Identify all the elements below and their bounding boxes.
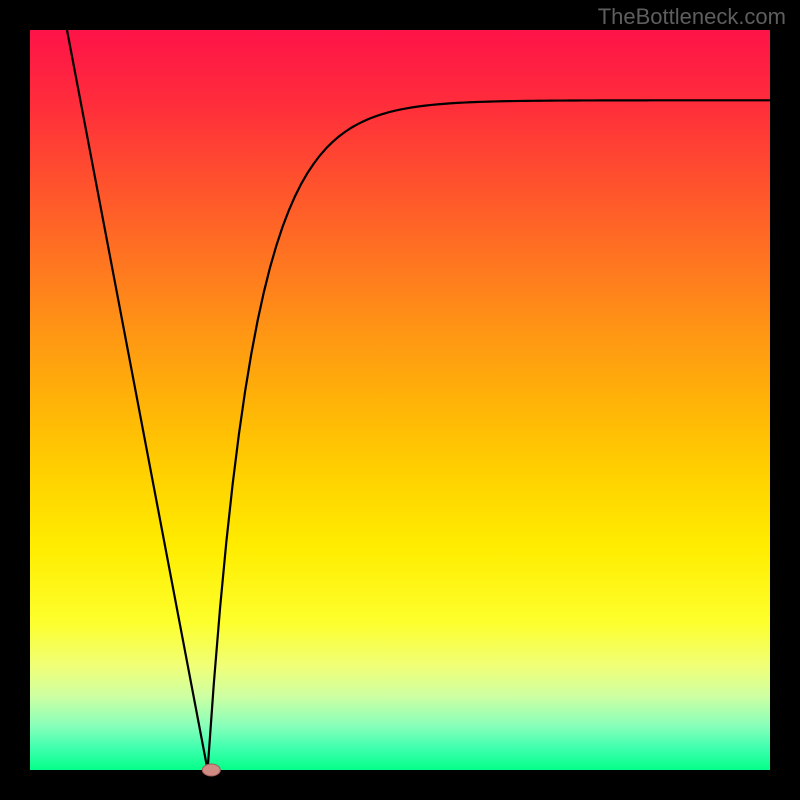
chart-svg (0, 0, 800, 800)
plot-background (30, 30, 770, 770)
curve-marker (202, 764, 220, 776)
chart-root: TheBottleneck.com (0, 0, 800, 800)
watermark-text: TheBottleneck.com (598, 4, 786, 30)
